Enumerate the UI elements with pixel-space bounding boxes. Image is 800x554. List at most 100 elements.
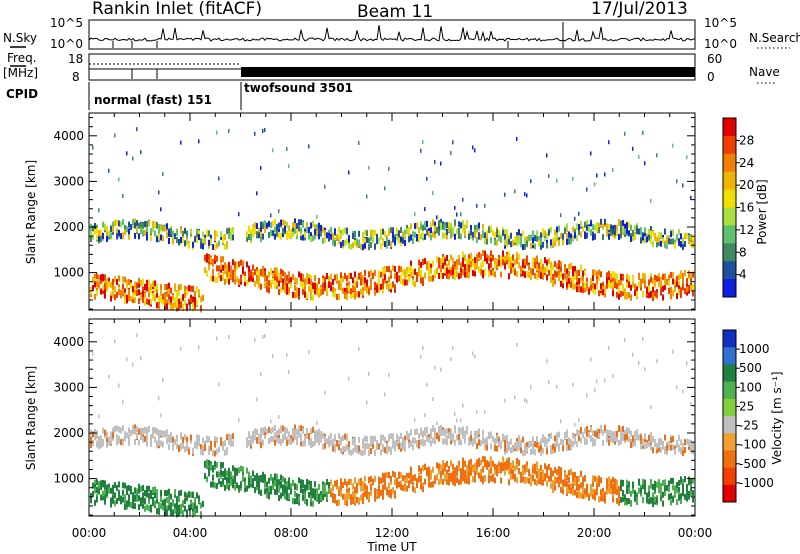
velocity-cell: [196, 434, 198, 441]
velocity-cell: [654, 441, 656, 448]
velocity-cell: [112, 494, 114, 501]
power-cell: [624, 223, 626, 230]
velocity-cell: [394, 443, 396, 450]
power-cell: [360, 271, 362, 278]
power-cell: [468, 254, 470, 261]
velocity-cell: [618, 495, 620, 502]
velocity-cell: [142, 484, 144, 491]
power-cell: [610, 282, 612, 289]
power-cell: [628, 222, 630, 229]
velocity-cell: [454, 480, 456, 487]
power-cell: [224, 262, 226, 269]
power-cell: [632, 276, 634, 283]
velocity-cell: [426, 435, 428, 442]
power-cell: [310, 284, 312, 291]
velocity-cell: [220, 481, 222, 488]
power-cell: [412, 269, 414, 276]
power-cell: [462, 269, 464, 276]
power-cell: [596, 222, 598, 229]
velocity-cell: [390, 489, 392, 496]
velocity-cell: [110, 497, 112, 504]
power-cell: [274, 282, 276, 289]
power-cell: [198, 230, 200, 237]
velocity-cell: [428, 470, 430, 477]
velocity-cell: [640, 443, 642, 450]
velocity-cell: [232, 475, 234, 482]
power-cell: [210, 257, 212, 264]
power-cell: [296, 233, 298, 240]
velocity-cell: [108, 483, 110, 490]
power-cell: [626, 292, 628, 299]
power-cell: [150, 283, 152, 290]
velocity-cell: [538, 441, 540, 448]
power-cell: [638, 272, 640, 279]
velocity-cell: [294, 483, 296, 490]
power-cell: [280, 286, 282, 293]
velocity-cell: [228, 484, 230, 491]
power-cell: [160, 283, 162, 290]
velocity-cell: [366, 493, 368, 500]
power-cell: [352, 284, 354, 291]
power-cell: [112, 278, 114, 285]
power-cell: [552, 281, 554, 288]
velocity-cell: [172, 436, 174, 443]
nave-tick-high: 60: [707, 52, 722, 66]
power-cell: [598, 269, 600, 276]
velocity-cell: [620, 485, 622, 492]
velocity-cell: [216, 482, 218, 489]
velocity-cell: [490, 443, 492, 450]
velocity-cell: [236, 469, 238, 476]
velocity-cell: [560, 419, 562, 424]
velocity-cell: [636, 496, 638, 503]
power-cell: [310, 274, 312, 281]
power-cell: [538, 266, 540, 273]
y-tick-label: 1000: [53, 266, 84, 280]
power-cell: [586, 220, 588, 227]
velocity-cell: [304, 487, 306, 494]
velocity-cell: [140, 486, 142, 493]
velocity-cell: [208, 460, 210, 467]
power-cell: [202, 294, 204, 301]
power-cell: [380, 233, 382, 240]
power-cell: [344, 287, 346, 294]
power-cell: [512, 267, 514, 274]
velocity-cell: [540, 464, 542, 471]
power-cell: [304, 231, 306, 238]
velocity-cell: [166, 429, 168, 436]
velocity-cell: [376, 490, 378, 497]
power-cell: [512, 240, 514, 247]
velocity-cell: [278, 486, 280, 493]
power-cell: [298, 290, 300, 297]
velocity-cell: [144, 505, 146, 512]
velocity-cell: [136, 333, 138, 338]
power-cell: [428, 264, 430, 271]
velocity-cell: [112, 497, 114, 504]
power-cell: [688, 271, 690, 278]
power-cell: [486, 257, 488, 264]
power-cell: [352, 242, 354, 249]
power-cell: [296, 222, 298, 229]
power-cell: [114, 220, 116, 227]
velocity-cell: [282, 476, 284, 483]
velocity-cell: [654, 496, 656, 503]
velocity-cell: [508, 479, 510, 486]
velocity-cell: [448, 465, 450, 472]
power-cell: [432, 191, 434, 196]
velocity-cell: [212, 481, 214, 488]
power-cell: [646, 287, 648, 294]
power-cell: [458, 273, 460, 280]
power-cell: [678, 288, 680, 295]
power-cell: [90, 229, 92, 236]
velocity-cell: [196, 443, 198, 450]
power-cell: [330, 233, 332, 240]
power-cell: [108, 281, 110, 288]
power-cell: [612, 270, 614, 277]
power-cell: [638, 228, 640, 235]
power-cell: [448, 259, 450, 266]
power-cell: [526, 240, 528, 247]
power-cell: [556, 232, 558, 239]
power-cell: [598, 290, 600, 297]
power-cell: [436, 227, 438, 234]
velocity-cell: [378, 492, 380, 499]
velocity-cell: [370, 490, 372, 497]
